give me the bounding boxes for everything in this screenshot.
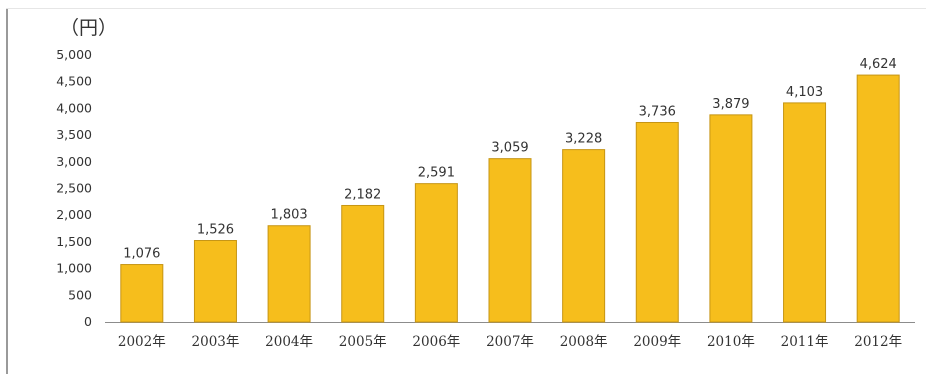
y-tick-label: 1,500 — [56, 234, 92, 249]
bar-value-label: 2,182 — [344, 187, 381, 202]
bar — [267, 225, 311, 323]
bar — [414, 183, 458, 323]
bar-value-label: 3,059 — [491, 141, 528, 156]
y-tick-label: 3,500 — [56, 127, 92, 142]
y-tick-label: 1,000 — [56, 261, 92, 276]
x-tick-label: 2009年 — [633, 334, 681, 350]
bar-value-label: 1,076 — [123, 247, 160, 262]
bar-value-label: 2,591 — [418, 166, 455, 181]
bar — [193, 240, 237, 323]
x-tick-label: 2005年 — [339, 334, 387, 350]
y-axis-unit-label: （円） — [60, 17, 118, 39]
y-tick-label: 4,000 — [56, 100, 92, 115]
x-tick-label: 2002年 — [118, 334, 166, 350]
bar — [783, 102, 827, 323]
x-tick-label: 2004年 — [265, 334, 313, 350]
y-tick-label: 5,000 — [56, 47, 92, 62]
x-tick-label: 2006年 — [412, 334, 460, 350]
bar-value-label: 3,228 — [565, 132, 602, 147]
y-tick-label: 0 — [84, 314, 92, 329]
x-tick-label: 2003年 — [192, 334, 240, 350]
bar-value-label: 1,803 — [270, 208, 307, 223]
bar-value-label: 3,736 — [639, 104, 676, 119]
y-tick-label: 3,000 — [56, 154, 92, 169]
bar-value-label: 4,103 — [786, 85, 823, 100]
bar — [341, 204, 385, 323]
bar — [856, 74, 900, 323]
y-tick-label: 500 — [68, 287, 92, 302]
bar — [120, 264, 164, 323]
top-border-rule — [6, 8, 926, 9]
bar-value-label: 4,624 — [860, 57, 897, 72]
bar-value-label: 1,526 — [197, 223, 234, 238]
y-tick-label: 4,500 — [56, 74, 92, 89]
x-tick-label: 2008年 — [560, 334, 608, 350]
y-tick-label: 2,000 — [56, 207, 92, 222]
x-tick-label: 2012年 — [854, 334, 902, 350]
bar — [635, 121, 679, 323]
bar-value-label: 3,879 — [712, 97, 749, 112]
bar — [562, 149, 606, 323]
x-tick-label: 2011年 — [781, 334, 829, 350]
y-tick-label: 2,500 — [56, 181, 92, 196]
bar — [709, 114, 753, 323]
x-tick-label: 2010年 — [707, 334, 755, 350]
left-border-rule — [6, 8, 8, 374]
x-tick-label: 2007年 — [486, 334, 534, 350]
bar — [488, 158, 532, 323]
